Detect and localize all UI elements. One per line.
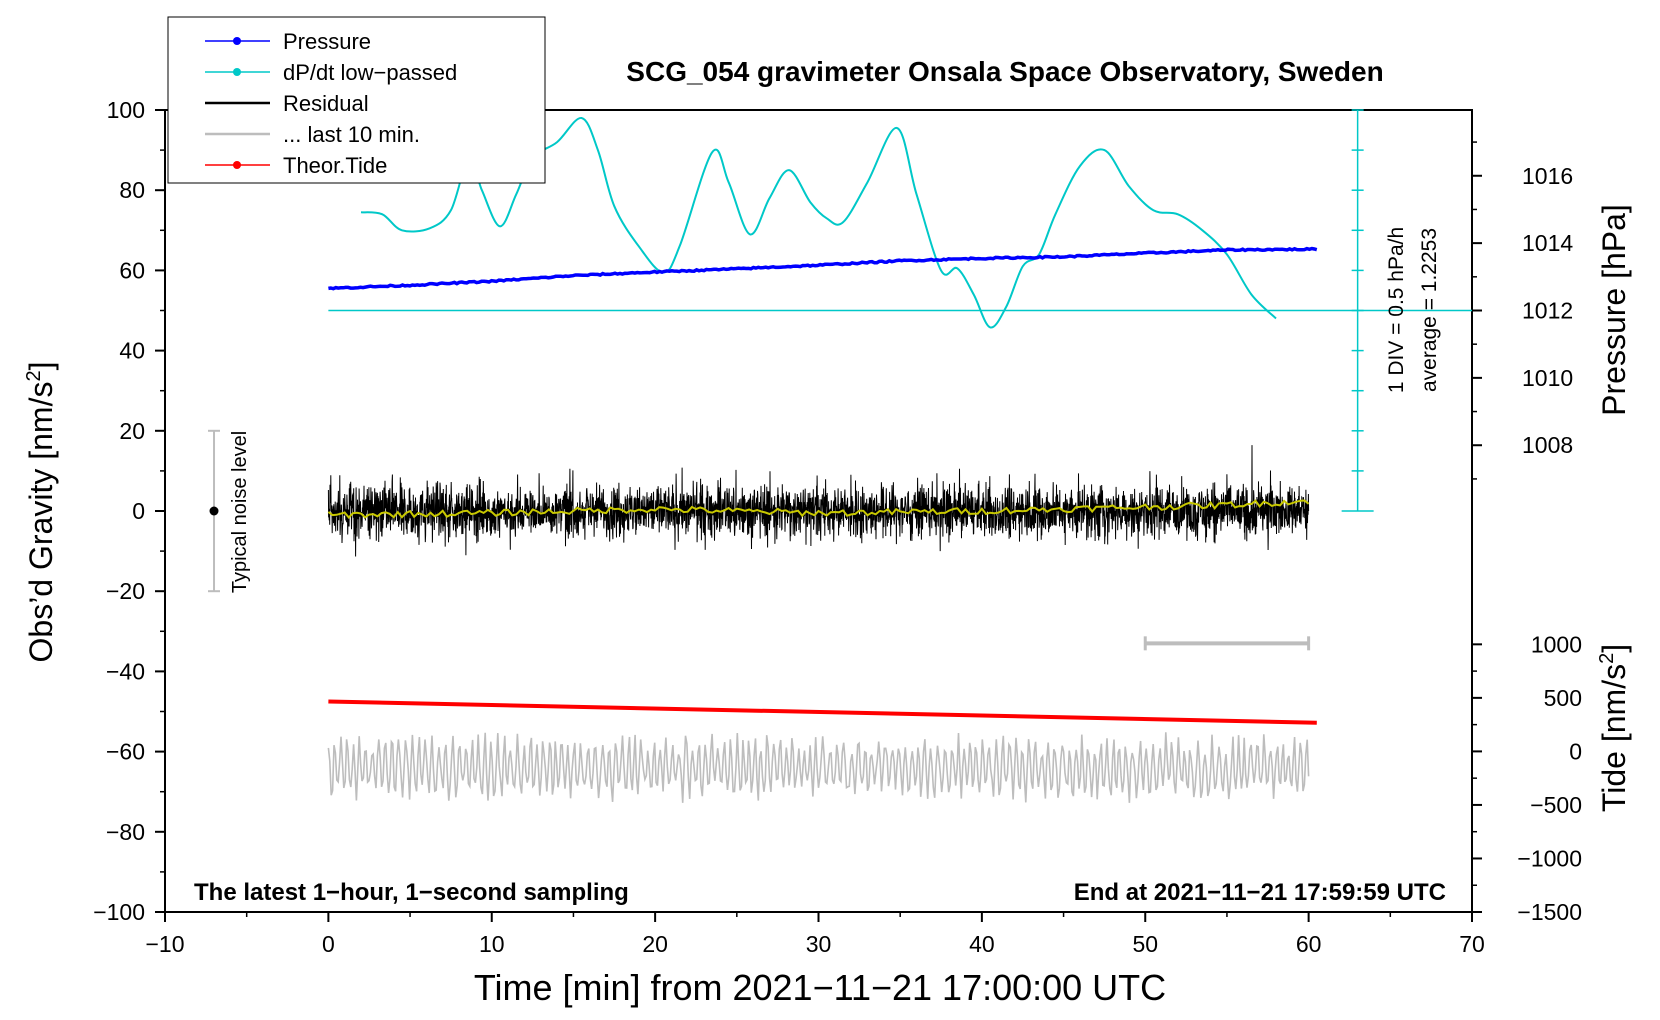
annotation-sampling: The latest 1−hour, 1−second sampling bbox=[194, 879, 629, 906]
series-residual bbox=[327, 445, 1310, 557]
noise-level-label: Typical noise level bbox=[229, 431, 251, 593]
y-tick-label-pressure: 1016 bbox=[1522, 163, 1573, 189]
series-last-10-min bbox=[327, 732, 1310, 803]
y-tick-label-tide: −500 bbox=[1530, 792, 1582, 818]
y-tick-label-pressure: 1014 bbox=[1522, 230, 1573, 256]
y-tick-label-gravity: 20 bbox=[119, 418, 145, 444]
axes-group: −10 0 10 20 30 40 50 60 70−100−80−60−40−20020406… bbox=[93, 97, 1582, 957]
y-axis-label-gravity-end: ] bbox=[23, 362, 59, 371]
y-tick-label-gravity: 80 bbox=[119, 177, 145, 203]
y-tick-label-gravity: 100 bbox=[107, 97, 145, 123]
dpdt-average-label: average = 1.2253 bbox=[1418, 228, 1441, 392]
chart-title: SCG_054 gravimeter Onsala Space Observat… bbox=[626, 56, 1383, 87]
y-tick-label-tide: −1000 bbox=[1517, 845, 1582, 871]
y-axis-label-tide-main: Tide [nm/s bbox=[1596, 664, 1632, 812]
y-tick-label-gravity: 0 bbox=[132, 498, 145, 524]
y-axis-label-pressure: Pressure [hPa] bbox=[1596, 204, 1632, 416]
y-tick-label-tide: 500 bbox=[1544, 685, 1582, 711]
series-residual-smoothed bbox=[327, 499, 1310, 520]
y-tick-label-gravity: −60 bbox=[106, 739, 145, 765]
annotation-end-time: End at 2021−11−21 17:59:59 UTC bbox=[1074, 879, 1446, 906]
x-tick-label: 10 bbox=[479, 931, 505, 957]
x-tick-label: 60 bbox=[1296, 931, 1322, 957]
y-tick-label-gravity: 40 bbox=[119, 338, 145, 364]
x-axis-label: Time [min] from 2021−11−21 17:00:00 UTC bbox=[474, 967, 1166, 1008]
x-tick-label: 30 bbox=[806, 931, 832, 957]
y-axis-label-gravity: Obs’d Gravity [nm/s2] bbox=[23, 362, 59, 663]
y-tick-label-gravity: −100 bbox=[93, 899, 145, 925]
y-axis-label-gravity-main: Obs’d Gravity [nm/s bbox=[23, 382, 59, 663]
series-group bbox=[208, 109, 1472, 803]
y-axis-label-tide-sup: 2 bbox=[1596, 653, 1618, 664]
legend-label: dP/dt low−passed bbox=[283, 60, 457, 85]
y-tick-label-pressure: 1008 bbox=[1522, 432, 1573, 458]
series-pressure bbox=[328, 246, 1318, 291]
y-tick-label-gravity: −80 bbox=[106, 819, 145, 845]
y-tick-label-pressure: 1010 bbox=[1522, 365, 1573, 391]
y-tick-label-gravity: −20 bbox=[106, 578, 145, 604]
x-tick-label: 50 bbox=[1132, 931, 1158, 957]
series-dpdt bbox=[360, 117, 1277, 329]
y-tick-label-tide: −1500 bbox=[1517, 899, 1582, 925]
y-tick-label-gravity: −40 bbox=[106, 658, 145, 684]
dpdt-div-label: 1 DIV = 0.5 hPa/h bbox=[1385, 227, 1408, 393]
legend-label: ... last 10 min. bbox=[283, 122, 420, 147]
y-axis-label-tide: Tide [nm/s2] bbox=[1596, 644, 1632, 812]
legend-label: Residual bbox=[283, 91, 369, 116]
legend-box bbox=[167, 16, 546, 184]
legend-marker bbox=[233, 161, 241, 169]
y-tick-label-tide: 1000 bbox=[1531, 631, 1582, 657]
x-tick-label: 70 bbox=[1459, 931, 1485, 957]
x-tick-label: 40 bbox=[969, 931, 995, 957]
x-tick-label: 0 bbox=[322, 931, 335, 957]
legend-label: Pressure bbox=[283, 29, 371, 54]
legend-label: Theor.Tide bbox=[283, 153, 387, 178]
x-tick-label: 20 bbox=[642, 931, 668, 957]
legend-marker bbox=[233, 37, 241, 45]
y-tick-label-gravity: 60 bbox=[119, 257, 145, 283]
noise-bar-center-dot bbox=[209, 506, 219, 516]
y-tick-label-tide: 0 bbox=[1569, 738, 1582, 764]
y-axis-label-tide-end: ] bbox=[1596, 644, 1632, 653]
legend-marker bbox=[233, 68, 241, 76]
y-tick-label-pressure: 1012 bbox=[1522, 298, 1573, 324]
x-tick-label: −10 bbox=[145, 931, 184, 957]
y-axis-label-gravity-sup: 2 bbox=[23, 370, 45, 381]
series-theor-tide bbox=[328, 699, 1317, 725]
legend: Pressure dP/dt low−passed Residual ... last… bbox=[167, 16, 546, 184]
